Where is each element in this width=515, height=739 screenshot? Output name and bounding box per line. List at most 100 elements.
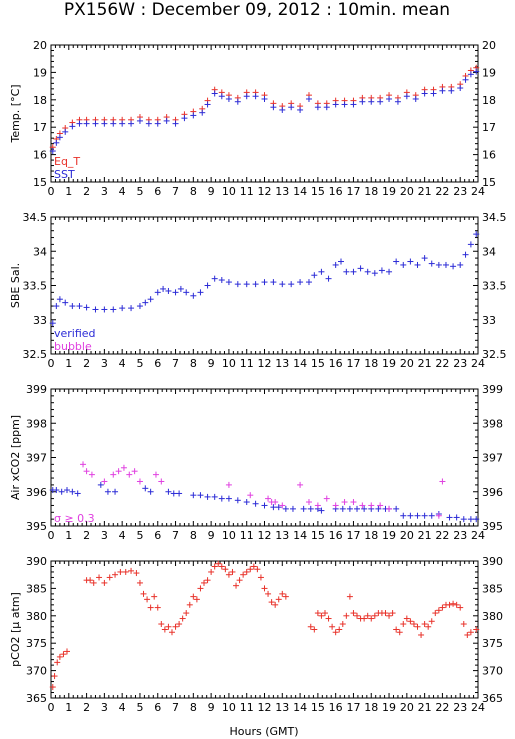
x-tick-label: 2 xyxy=(83,701,90,714)
data-point xyxy=(394,98,401,105)
data-point xyxy=(473,231,480,238)
data-point xyxy=(336,626,343,633)
x-tick-label: 4 xyxy=(119,529,126,542)
data-point xyxy=(386,268,393,275)
x-tick-label: 11 xyxy=(240,185,254,198)
data-point xyxy=(247,566,254,573)
data-point xyxy=(110,471,117,478)
data-point xyxy=(272,499,279,506)
data-point xyxy=(425,623,432,630)
y-tick-label-right: 18 xyxy=(482,94,496,107)
y-tick-label-right: 15 xyxy=(482,176,496,189)
data-point xyxy=(261,95,268,102)
x-tick-label: 22 xyxy=(435,529,449,542)
data-point xyxy=(101,579,108,586)
x-tick-label: 12 xyxy=(258,529,272,542)
data-point xyxy=(346,593,353,600)
x-tick-label: 5 xyxy=(136,701,143,714)
data-point xyxy=(131,468,138,475)
data-point xyxy=(378,267,385,274)
data-point xyxy=(393,505,400,512)
panel-frame xyxy=(50,216,479,355)
y-tick-label: 17 xyxy=(33,121,47,134)
data-point xyxy=(307,505,314,512)
data-point xyxy=(225,95,232,102)
x-tick-label: 1 xyxy=(65,357,72,370)
data-point xyxy=(236,577,243,584)
data-point xyxy=(142,485,149,492)
data-point xyxy=(140,590,147,597)
data-point xyxy=(243,93,250,100)
x-tick-label: 2 xyxy=(83,357,90,370)
data-point xyxy=(300,505,307,512)
legend-entry: σ ≥ 0.3 xyxy=(54,512,95,525)
data-point xyxy=(240,571,247,578)
data-point xyxy=(145,120,152,127)
x-tick-label: 9 xyxy=(208,701,215,714)
data-point xyxy=(193,596,200,603)
data-point xyxy=(467,241,474,248)
data-point xyxy=(341,499,348,506)
data-point xyxy=(407,618,414,625)
data-point xyxy=(92,306,99,313)
x-tick-label: 9 xyxy=(208,185,215,198)
data-point xyxy=(218,563,225,570)
y-tick-label: 375 xyxy=(26,637,47,650)
x-tick-label: 0 xyxy=(48,357,55,370)
data-point xyxy=(386,505,393,512)
data-point xyxy=(74,490,81,497)
data-point xyxy=(339,505,346,512)
x-tick-label: 6 xyxy=(154,185,161,198)
x-tick-label: 24 xyxy=(471,529,485,542)
x-tick-label: 20 xyxy=(400,357,414,370)
x-tick-label: 12 xyxy=(258,701,272,714)
data-point xyxy=(176,621,183,628)
legend-entry: bubble xyxy=(54,340,92,353)
x-tick-label: 10 xyxy=(222,701,236,714)
data-point xyxy=(190,292,197,299)
data-point xyxy=(318,507,325,514)
x-tick-label: 14 xyxy=(293,701,307,714)
data-point xyxy=(368,98,375,105)
data-point xyxy=(400,621,407,628)
data-point xyxy=(357,265,364,272)
data-point xyxy=(165,287,172,294)
x-tick-label: 24 xyxy=(471,185,485,198)
x-tick-label: 21 xyxy=(418,701,432,714)
data-point xyxy=(410,621,417,628)
data-point xyxy=(58,488,65,495)
y-tick-label: 370 xyxy=(26,665,47,678)
data-point xyxy=(332,629,339,636)
data-point xyxy=(152,471,159,478)
x-tick-label: 13 xyxy=(275,357,289,370)
data-point xyxy=(343,612,350,619)
data-point xyxy=(69,488,76,495)
y-tick-label: 34 xyxy=(33,245,47,258)
x-tick-label: 11 xyxy=(240,529,254,542)
data-point xyxy=(60,651,67,658)
y-tick-label-right: 32.5 xyxy=(482,348,507,361)
y-tick-label: 19 xyxy=(33,66,47,79)
data-point xyxy=(377,98,384,105)
data-point xyxy=(393,626,400,633)
data-point xyxy=(76,303,83,310)
data-point xyxy=(204,493,211,500)
y-tick-label-right: 33 xyxy=(482,314,496,327)
data-point xyxy=(403,615,410,622)
data-point xyxy=(218,495,225,502)
data-point xyxy=(76,120,83,127)
data-point xyxy=(119,305,126,312)
x-tick-label: 0 xyxy=(48,185,55,198)
data-point xyxy=(325,275,332,282)
data-point xyxy=(457,604,464,611)
x-tick-label: 17 xyxy=(346,357,360,370)
data-point xyxy=(51,673,58,680)
x-tick-label: 3 xyxy=(101,529,108,542)
data-point xyxy=(421,90,428,97)
x-tick-label: 14 xyxy=(293,185,307,198)
data-point xyxy=(350,610,357,617)
x-tick-label: 10 xyxy=(222,529,236,542)
data-point xyxy=(418,631,425,638)
x-tick-label: 2 xyxy=(83,185,90,198)
